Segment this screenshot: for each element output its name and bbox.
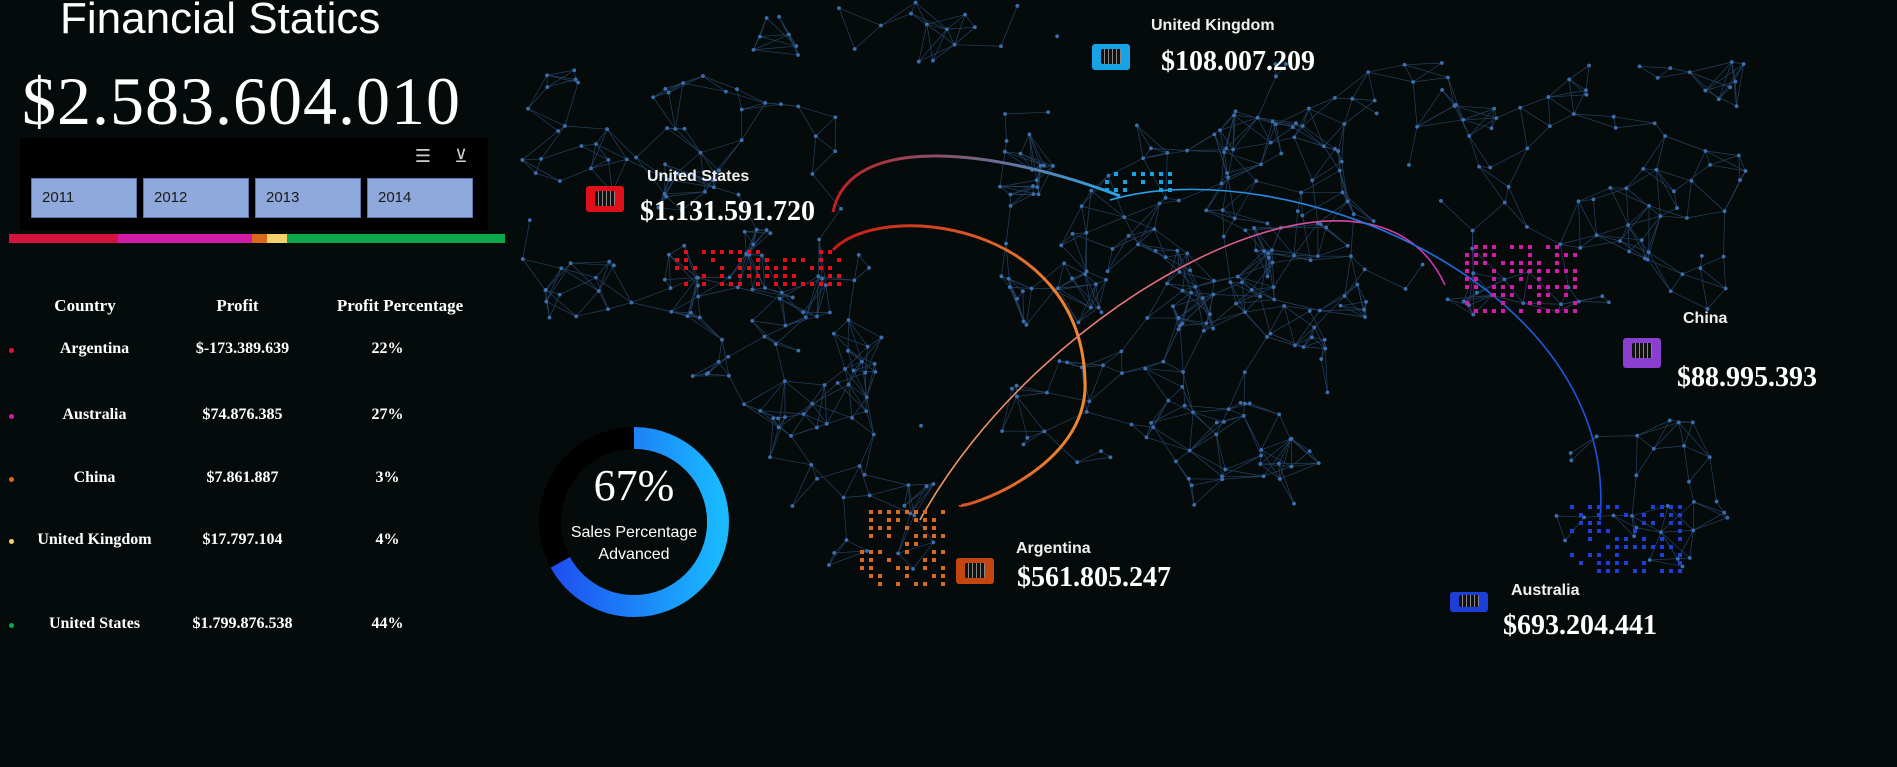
cell-profit-percentage: 4% (375, 531, 400, 548)
china-calendar-icon (1623, 338, 1661, 368)
arc-us-argentina (831, 224, 1087, 507)
sales-percentage-gauge (539, 427, 729, 617)
cell-country: China (73, 469, 116, 486)
year-button-2012[interactable]: 2012 (143, 178, 249, 218)
uk-calendar-icon (1092, 44, 1130, 70)
label-uk-name: United Kingdom (1151, 17, 1275, 34)
year-button-2014[interactable]: 2014 (367, 178, 473, 218)
profit-share-segment (118, 234, 252, 243)
cell-profit: $-173.389.639 (195, 340, 290, 357)
multi-select-icon[interactable]: ☰ (414, 146, 432, 167)
header-profit-percentage: Profit Percentage (336, 296, 464, 315)
cell-profit-percentage: 27% (371, 406, 404, 423)
cell-profit: $7.861.887 (206, 469, 279, 486)
cell-profit: $1.799.876.538 (192, 615, 293, 632)
year-button-2011[interactable]: 2011 (31, 178, 137, 218)
total-value: $2.583.604.010 (22, 63, 461, 139)
country-color-dot (9, 539, 14, 544)
label-us-name: United States (647, 168, 750, 185)
label-argentina-name: Argentina (1016, 540, 1091, 557)
cell-country: Australia (62, 406, 127, 423)
label-uk-value: $108.007.209 (1161, 46, 1315, 77)
year-slicer: ☰ ⊻ 2011 2012 2013 2014 (20, 138, 488, 230)
label-australia-value: $693.204.441 (1503, 610, 1657, 641)
gauge-label: Sales Percentage Advanced (538, 522, 730, 566)
country-color-dot (9, 477, 14, 482)
gauge-label-line2: Advanced (598, 546, 670, 563)
label-australia-name: Australia (1511, 582, 1580, 599)
cell-profit-percentage: 3% (375, 469, 400, 486)
country-color-dot (9, 623, 14, 628)
argentina-calendar-icon (956, 558, 994, 584)
world-map (520, 0, 1748, 586)
page-title: Financial Statics (60, 0, 381, 43)
cell-profit: $74.876.385 (202, 406, 283, 423)
year-button-2013[interactable]: 2013 (255, 178, 361, 218)
profit-share-segment (267, 234, 287, 243)
cell-country: Argentina (59, 340, 130, 357)
arc-argentina-china (919, 220, 1446, 521)
clear-filter-icon[interactable]: ⊻ (454, 146, 468, 167)
arc-us-uk (831, 154, 1121, 213)
gauge-label-line1: Sales Percentage (570, 524, 698, 541)
country-color-dot (9, 348, 14, 353)
cell-profit-percentage: 22% (371, 340, 404, 357)
label-us-value: $1.131.591.720 (640, 196, 815, 227)
profit-share-segment (9, 234, 118, 243)
profit-share-segment (287, 234, 505, 243)
country-color-dot (9, 414, 14, 419)
cell-profit-percentage: 44% (371, 615, 404, 632)
us-calendar-icon (586, 186, 624, 212)
label-argentina-value: $561.805.247 (1017, 562, 1171, 593)
cell-country: United States (48, 615, 141, 632)
arc-uk-australia (1109, 188, 1602, 521)
cell-country: United Kingdom (37, 531, 152, 548)
australia-calendar-icon (1450, 592, 1488, 612)
cell-profit: $17.797.104 (202, 531, 283, 548)
header-profit: Profit (216, 296, 259, 315)
label-china-name: China (1683, 310, 1728, 327)
label-china-value: $88.995.393 (1677, 362, 1817, 393)
profit-share-segment (252, 234, 267, 243)
header-country: Country (54, 296, 116, 315)
gauge-value: 67% (593, 461, 675, 510)
